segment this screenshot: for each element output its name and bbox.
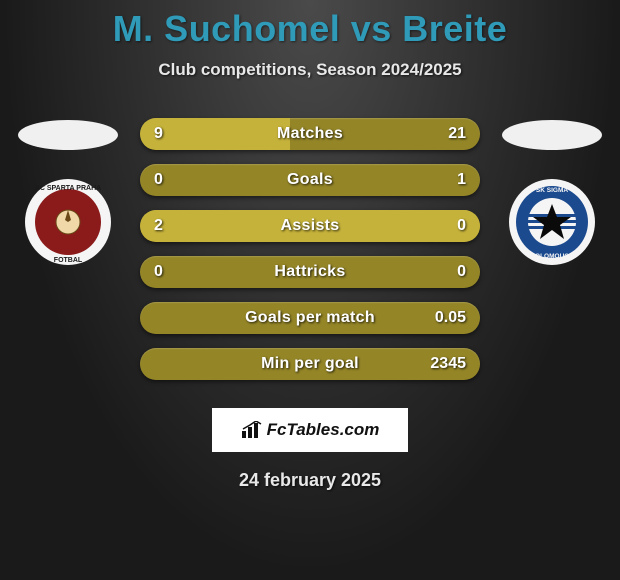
- stat-label: Goals per match: [140, 302, 480, 334]
- stat-label: Matches: [140, 118, 480, 150]
- club-right-column: SK SIGMA OLOMOUC: [492, 118, 612, 266]
- subtitle: Club competitions, Season 2024/2025: [0, 60, 620, 80]
- stat-value-left: 0: [154, 164, 163, 196]
- svg-text:OLOMOUC: OLOMOUC: [535, 253, 569, 260]
- chart-icon: [241, 421, 263, 439]
- stat-bar: Min per goal2345: [140, 348, 480, 380]
- stat-bar: Hattricks0 0: [140, 256, 480, 288]
- svg-text:FOTBAL: FOTBAL: [54, 257, 83, 264]
- svg-text:AC SPARTA PRAHA: AC SPARTA PRAHA: [35, 185, 101, 192]
- flag-left: [18, 120, 118, 150]
- svg-text:SK SIGMA: SK SIGMA: [536, 187, 568, 194]
- watermark-text: FcTables.com: [267, 420, 380, 440]
- stat-label: Hattricks: [140, 256, 480, 288]
- stat-label: Min per goal: [140, 348, 480, 380]
- infographic-root: M. Suchomel vs Breite Club competitions,…: [0, 0, 620, 491]
- flag-right: [502, 120, 602, 150]
- stat-value-right: 21: [448, 118, 466, 150]
- stat-bar: Matches9 21: [140, 118, 480, 150]
- stat-value-right: 2345: [430, 348, 466, 380]
- club-left-column: AC SPARTA PRAHA FOTBAL: [8, 118, 128, 266]
- stat-value-left: 9: [154, 118, 163, 150]
- stat-label: Assists: [140, 210, 480, 242]
- stat-label: Goals: [140, 164, 480, 196]
- crest-sparta: AC SPARTA PRAHA FOTBAL: [18, 178, 118, 266]
- stat-bar: Assists2 0: [140, 210, 480, 242]
- stats-column: Matches921Goals01Assists20Hattricks00Goa…: [140, 118, 480, 380]
- stat-value-right: 0: [457, 210, 466, 242]
- crest-sigma: SK SIGMA OLOMOUC: [502, 178, 602, 266]
- date-text: 24 february 2025: [0, 470, 620, 491]
- stat-value-left: 0: [154, 256, 163, 288]
- watermark: FcTables.com: [212, 408, 408, 452]
- stat-bar: Goals0 1: [140, 164, 480, 196]
- main-row: AC SPARTA PRAHA FOTBAL Matches921Goals01…: [0, 118, 620, 380]
- page-title: M. Suchomel vs Breite: [0, 8, 620, 50]
- stat-value-right: 0: [457, 256, 466, 288]
- stat-bar: Goals per match0.05: [140, 302, 480, 334]
- stat-value-right: 1: [457, 164, 466, 196]
- stat-value-left: 2: [154, 210, 163, 242]
- stat-value-right: 0.05: [435, 302, 466, 334]
